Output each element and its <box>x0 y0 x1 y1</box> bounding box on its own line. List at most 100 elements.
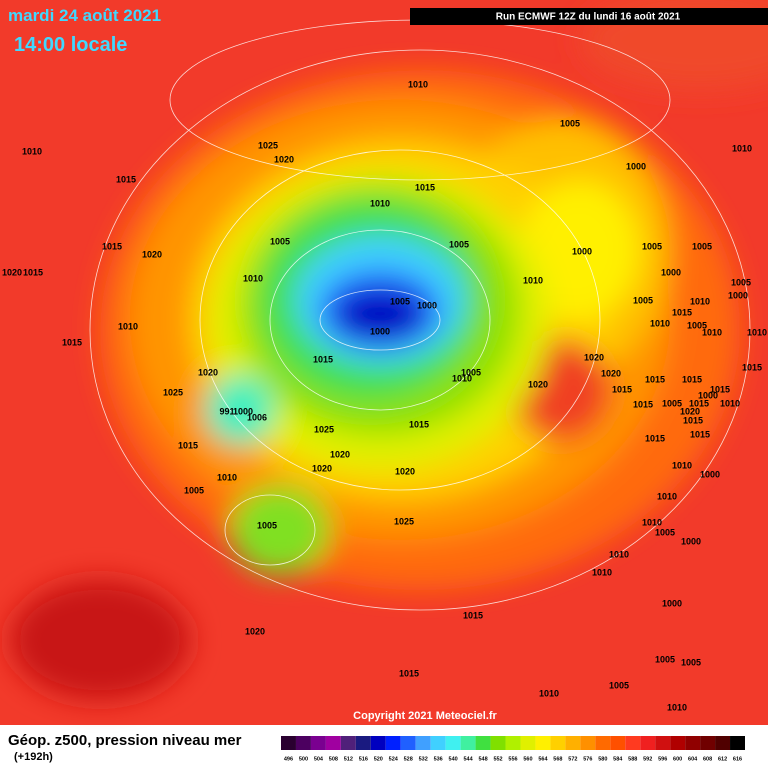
lead-time: (+192h) <box>14 751 53 763</box>
isobar-label: 1000 <box>698 390 718 400</box>
valid-date: mardi 24 août 2021 <box>8 6 161 25</box>
isobar-label: 1020 <box>312 463 332 473</box>
colorbar-label: 496 <box>284 756 293 762</box>
isobar-label: 1000 <box>661 267 681 277</box>
isobar-label: 1015 <box>313 354 333 364</box>
colorbar-label: 604 <box>688 756 698 762</box>
colorbar-swatch <box>310 736 326 750</box>
isobar-label: 1000 <box>728 290 748 300</box>
isobar-label: 1020 <box>528 379 548 389</box>
isobar-label: 1015 <box>689 398 709 408</box>
isobar-label: 1010 <box>702 327 722 337</box>
isobar-label: 1010 <box>408 79 428 89</box>
colorbar-swatch <box>565 736 581 750</box>
isobar-label: 1025 <box>394 516 414 526</box>
isobar-label: 1020 <box>2 267 22 277</box>
colorbar-swatch <box>490 736 506 750</box>
isobar-label: 1005 <box>692 241 712 251</box>
isobar-label: 1006 <box>247 412 267 422</box>
isobar-label: 1010 <box>539 688 559 698</box>
isobar-label: 1020 <box>142 249 162 259</box>
isobar-label: 1015 <box>102 241 122 251</box>
colorbar-swatch <box>655 736 671 750</box>
colorbar-label: 596 <box>658 756 667 762</box>
isobar-label: 1010 <box>720 398 740 408</box>
isobar-label: 1005 <box>609 680 629 690</box>
colorbar-label: 600 <box>673 756 682 762</box>
isobar-label: 1025 <box>258 140 278 150</box>
isobar-label: 1015 <box>415 182 435 192</box>
colorbar-label: 528 <box>404 756 413 762</box>
colorbar-swatch <box>475 736 491 750</box>
isobar-label: 1000 <box>626 161 646 171</box>
colorbar-swatch <box>505 736 521 750</box>
isobar-label: 1015 <box>409 419 429 429</box>
isobar-label: 1010 <box>642 517 662 527</box>
isobar-label: 1005 <box>461 367 481 377</box>
colorbar-label: 608 <box>703 756 712 762</box>
colorbar-swatch <box>385 736 401 750</box>
isobar-label: 1000 <box>233 406 253 416</box>
isobar-label: 1020 <box>680 406 700 416</box>
colorbar-swatch <box>520 736 536 750</box>
isobar-label: 1010 <box>667 702 687 712</box>
colorbar-swatch <box>340 736 356 750</box>
colorbar-label: 580 <box>598 756 607 762</box>
isobar-label: 1005 <box>449 239 469 249</box>
isobar-label: 1000 <box>681 536 701 546</box>
isobar-label: 1010 <box>672 460 692 470</box>
colorbar-swatch <box>550 736 566 750</box>
colorbar-label: 564 <box>538 756 548 762</box>
colorbar-label: 504 <box>314 756 324 762</box>
isobar-label: 1010 <box>217 472 237 482</box>
isobar-label: 1005 <box>633 295 653 305</box>
colorbar-swatch <box>370 736 386 750</box>
run-info: Run ECMWF 12Z du lundi 16 août 2021 <box>496 12 681 23</box>
valid-time: 14:00 locale <box>14 34 127 56</box>
isobar-label: 1005 <box>662 398 682 408</box>
isobar-label: 1005 <box>184 485 204 495</box>
colorbar-label: 560 <box>523 756 532 762</box>
isobar-label: 1005 <box>681 657 701 667</box>
isobar-label: 1005 <box>270 236 290 246</box>
isobar-label: 1005 <box>655 527 675 537</box>
colorbar-swatch <box>535 736 551 750</box>
colorbar-swatch <box>355 736 371 750</box>
colorbar-swatch <box>610 736 626 750</box>
isobar-label: 1010 <box>732 143 752 153</box>
isobar-label: 1000 <box>370 326 390 336</box>
colorbar-label: 516 <box>359 756 368 762</box>
isobar-label: 1020 <box>601 368 621 378</box>
isobar-label: 1025 <box>163 387 183 397</box>
isobar-label: 1015 <box>612 384 632 394</box>
colorbar-label: 544 <box>464 756 474 762</box>
colorbar-label: 568 <box>553 756 562 762</box>
colorbar-swatch <box>400 736 416 750</box>
isobar-label: 1010 <box>523 275 543 285</box>
colorbar-label: 548 <box>478 756 487 762</box>
isobar-label: 1010 <box>243 273 263 283</box>
colorbar-swatch <box>640 736 656 750</box>
isobar-label: 1020 <box>584 352 604 362</box>
copyright: Copyright 2021 Meteociel.fr <box>353 710 497 722</box>
colorbar-label: 512 <box>344 756 353 762</box>
isobar-label: 991 <box>219 406 234 416</box>
isobar-label: 1010 <box>690 296 710 306</box>
colorbar-swatch <box>625 736 641 750</box>
colorbar-label: 520 <box>374 756 383 762</box>
isobar-label: 1015 <box>672 307 692 317</box>
colorbar-label: 556 <box>508 756 517 762</box>
isobar-label: 1005 <box>731 277 751 287</box>
colorbar-swatch <box>460 736 476 750</box>
isobar-label: 1000 <box>662 598 682 608</box>
colorbar-swatch <box>700 736 716 750</box>
isobar-label: 1015 <box>690 429 710 439</box>
isobar-label: 1010 <box>609 549 629 559</box>
isobar-label: 1005 <box>642 241 662 251</box>
isobar-label: 1010 <box>22 146 42 156</box>
isobar-label: 1000 <box>417 300 437 310</box>
colorbar-label: 532 <box>419 756 428 762</box>
isobar-label: 1000 <box>700 469 720 479</box>
colorbar-label: 576 <box>583 756 592 762</box>
